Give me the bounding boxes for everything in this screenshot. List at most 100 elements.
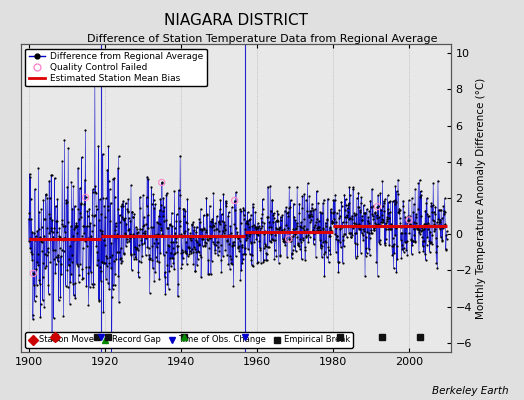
Point [75,216,83,222]
Point [340,191,348,198]
Point [216,197,225,203]
Point [263,213,271,220]
Point [393,243,401,249]
Point [124,227,133,233]
Point [98,230,106,237]
Point [402,247,410,254]
Point [108,286,117,292]
Point [198,226,206,233]
Point [97,211,105,217]
Point [293,234,302,240]
Point [303,229,311,236]
Point [260,241,269,248]
Point [405,197,413,204]
Point [234,244,243,251]
Point [145,256,153,262]
Point [378,216,386,222]
Point [362,234,370,240]
Point [261,242,270,249]
Point [64,262,73,269]
Point [49,229,57,236]
Point [431,226,439,232]
Point [359,225,368,232]
Point [178,261,187,267]
Point [223,252,231,258]
Point [82,223,91,230]
Point [233,232,241,238]
Point [312,254,320,260]
Point [113,231,122,237]
Point [311,227,320,234]
Point [126,252,135,258]
Point [289,246,297,253]
Point [86,269,95,275]
Point [431,204,440,210]
Point [136,205,145,212]
Point [244,209,252,215]
Point [397,230,406,236]
Point [227,260,235,266]
Point [200,226,209,232]
Point [429,217,437,224]
Point [52,218,61,224]
Point [257,218,266,225]
Point [103,166,112,173]
Point [36,314,45,320]
Point [214,228,223,234]
Point [333,210,341,216]
Point [39,274,47,280]
Point [319,200,327,206]
Point [194,248,202,254]
Point [158,179,166,186]
Point [380,198,388,204]
Point [80,223,88,229]
Point [345,200,353,206]
Point [44,281,52,288]
Point [203,211,211,218]
Point [274,208,282,214]
Point [29,270,38,277]
Point [409,238,417,245]
Point [272,224,280,231]
Point [266,224,275,230]
Point [342,196,350,202]
Point [112,223,121,229]
Point [411,238,419,244]
Point [252,235,260,242]
Point [297,224,305,230]
Point [360,228,368,234]
Point [229,239,237,246]
Point [174,187,183,193]
Point [73,230,81,236]
Point [367,226,375,233]
Point [27,196,35,202]
Point [80,230,89,236]
Point [289,226,298,232]
Point [423,211,431,218]
Point [102,253,111,259]
Point [328,220,336,226]
Point [235,243,243,250]
Point [292,220,301,226]
Point [321,228,329,234]
Point [89,186,97,193]
Point [68,258,76,265]
Point [260,245,268,251]
Point [246,216,254,222]
Point [267,208,275,214]
Point [420,226,428,232]
Point [77,201,85,207]
Point [64,219,72,226]
Point [329,210,337,216]
Point [103,207,112,213]
Point [305,213,314,220]
Point [75,210,84,216]
Point [171,230,180,236]
Point [370,224,379,230]
Point [391,232,399,238]
Point [292,225,300,232]
Point [414,206,422,212]
Point [230,238,238,245]
Point [154,231,162,237]
Point [397,237,405,243]
